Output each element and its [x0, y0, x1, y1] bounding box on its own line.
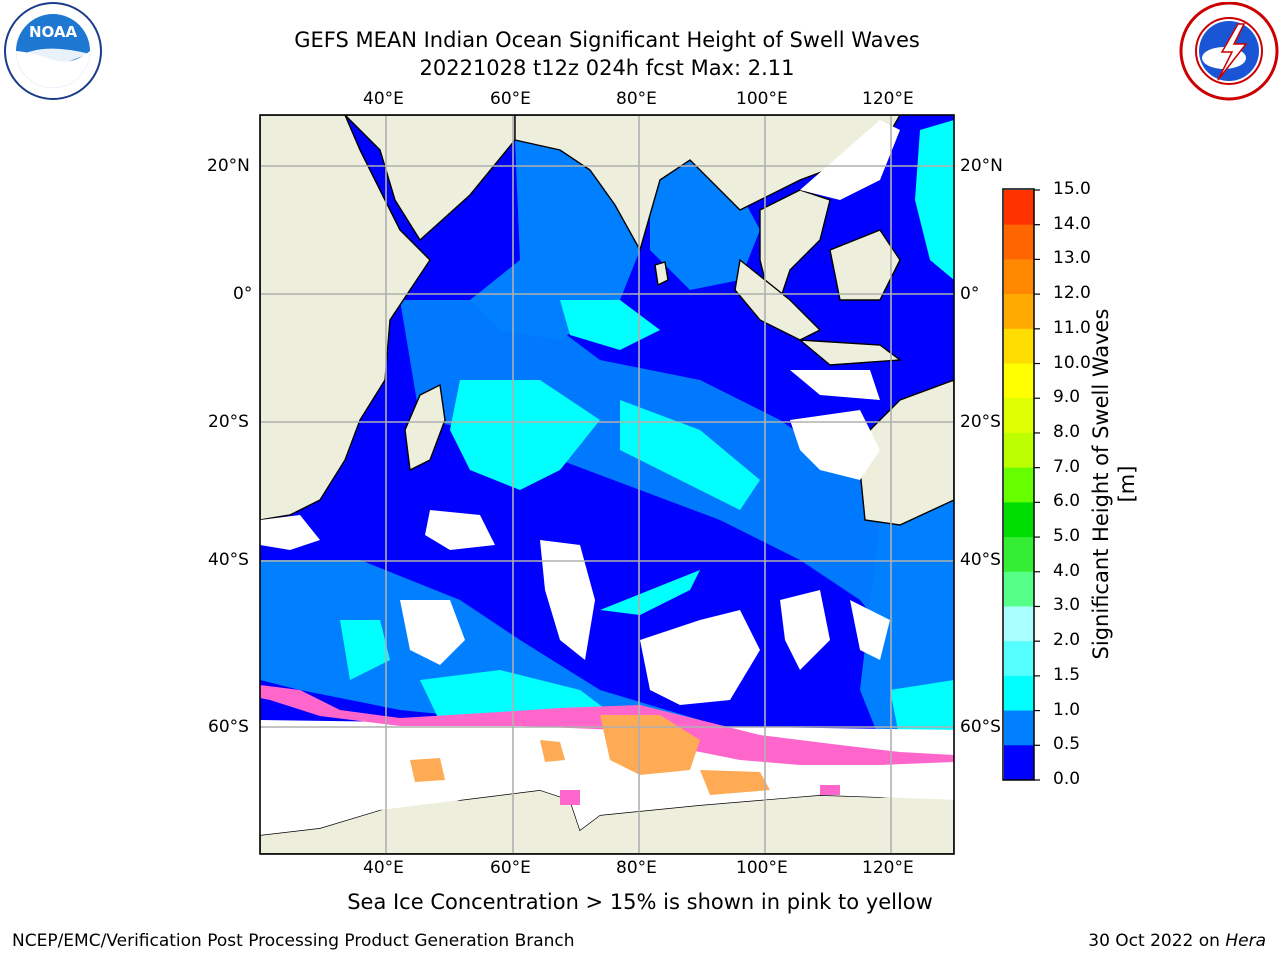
- colorbar: [1002, 188, 1040, 781]
- map-title: GEFS MEAN Indian Ocean Significant Heigh…: [294, 28, 920, 52]
- landmass: [260, 115, 954, 854]
- colorbar-tick-label: 6.0: [1053, 491, 1081, 512]
- colorbar-cell: [1004, 675, 1034, 712]
- lat-tick-right: 60°S: [960, 717, 1001, 737]
- colorbar-tick-label: 11.0: [1053, 317, 1091, 338]
- colorbar-tick-label: 5.0: [1053, 526, 1081, 547]
- lat-tick-right: 0°: [960, 284, 980, 304]
- lon-tick-top: 100°E: [736, 89, 788, 109]
- colorbar-tick-label: 4.0: [1053, 560, 1081, 581]
- colorbar-tick-label: 1.0: [1053, 699, 1081, 720]
- lat-tick-left: 20°N: [207, 156, 250, 176]
- colorbar-cell: [1004, 294, 1034, 330]
- lon-tick-top: 120°E: [862, 89, 914, 109]
- colorbar-cell: [1004, 467, 1034, 503]
- colorbar-cell: [1004, 398, 1034, 434]
- colorbar-tick-label: 7.0: [1053, 456, 1081, 477]
- colorbar-cell: [1004, 259, 1034, 295]
- map-frame: [259, 114, 955, 855]
- map-subtitle: 20221028 t12z 024h fcst Max: 2.11: [419, 56, 795, 80]
- colorbar-tick-label: 10.0: [1053, 352, 1091, 373]
- footer-branch: NCEP/EMC/Verification Post Processing Pr…: [12, 931, 575, 951]
- colorbar-cell: [1004, 606, 1034, 642]
- colorbar-cell: [1004, 502, 1034, 538]
- footer-host: Hera: [1225, 931, 1266, 951]
- colorbar-cell: [1004, 710, 1034, 746]
- colorbar-label: Significant Height of Swell Waves [m]: [1089, 308, 1139, 660]
- colorbar-cell: [1004, 363, 1034, 399]
- nws-logo: [1179, 2, 1279, 101]
- graticule: [260, 115, 954, 854]
- lon-tick-top: 40°E: [363, 89, 404, 109]
- lat-tick-left: 20°S: [208, 412, 249, 432]
- svg-text:NOAA: NOAA: [29, 23, 78, 41]
- colorbar-cell: [1004, 537, 1034, 573]
- lon-tick-bottom: 40°E: [363, 858, 404, 878]
- lon-tick-top: 60°E: [490, 89, 531, 109]
- colorbar-tick-label: 15.0: [1053, 179, 1091, 199]
- lat-tick-left: 60°S: [208, 717, 249, 737]
- colorbar-tick-label: 2.0: [1053, 630, 1081, 651]
- footer-date: 30 Oct 2022 on Hera: [1088, 931, 1266, 951]
- colorbar-tick-label: 3.0: [1053, 595, 1081, 616]
- colorbar-cell: [1004, 571, 1034, 607]
- colorbar-cell: [1004, 190, 1034, 226]
- noaa-logo: NOAA: [4, 2, 102, 100]
- colorbar-cell: [1004, 432, 1034, 469]
- lon-tick-bottom: 60°E: [490, 858, 531, 878]
- colorbar-tick-label: 8.0: [1053, 421, 1081, 442]
- sea-ice-band: [260, 685, 954, 805]
- footer-date-text: 30 Oct 2022 on: [1088, 931, 1226, 951]
- lat-tick-right: 20°N: [960, 156, 1003, 176]
- colorbar-tick-label: 14.0: [1053, 213, 1091, 234]
- sea-ice-note: Sea Ice Concentration > 15% is shown in …: [347, 890, 933, 914]
- colorbar-tick-label: 0.0: [1053, 769, 1081, 789]
- swell-1.0-1.5: [340, 120, 954, 740]
- colorbar-cell: [1004, 641, 1034, 677]
- lat-tick-right: 20°S: [960, 412, 1001, 432]
- colorbar-cell: [1004, 328, 1034, 365]
- lon-tick-bottom: 80°E: [616, 858, 657, 878]
- colorbar-tick-label: 12.0: [1053, 283, 1091, 304]
- colorbar-tick-label: 0.5: [1053, 734, 1081, 755]
- colorbar-tick-label: 9.0: [1053, 387, 1081, 408]
- lon-tick-bottom: 120°E: [862, 858, 914, 878]
- lat-tick-left: 40°S: [208, 550, 249, 570]
- lat-tick-left: 0°: [233, 284, 253, 304]
- lon-tick-top: 80°E: [616, 89, 657, 109]
- colorbar-tick-label: 13.0: [1053, 248, 1091, 269]
- colorbar-cell: [1004, 745, 1034, 781]
- lat-tick-right: 40°S: [960, 550, 1001, 570]
- colorbar-tick-label: 1.5: [1053, 664, 1081, 685]
- lon-tick-bottom: 100°E: [736, 858, 788, 878]
- colorbar-cell: [1004, 224, 1034, 260]
